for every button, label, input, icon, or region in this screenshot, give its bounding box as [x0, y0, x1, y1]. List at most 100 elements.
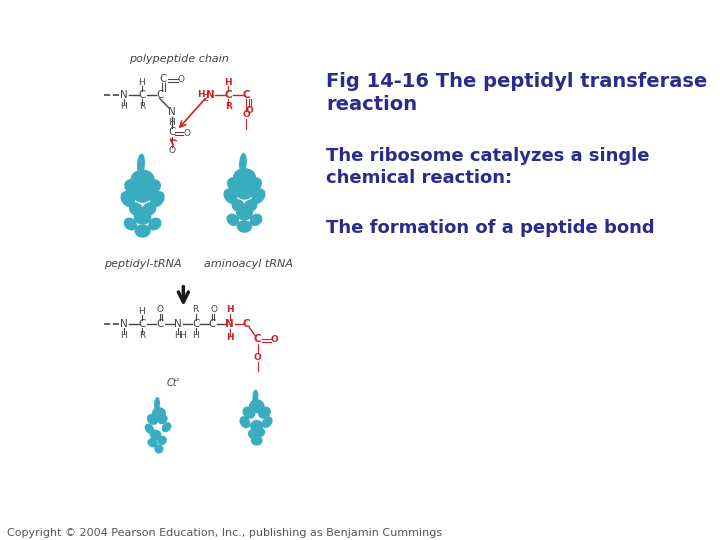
- Text: C: C: [192, 319, 199, 329]
- Ellipse shape: [145, 180, 161, 194]
- Text: H: H: [179, 331, 186, 340]
- Ellipse shape: [240, 417, 250, 428]
- Ellipse shape: [234, 168, 256, 186]
- Text: N: N: [168, 106, 176, 117]
- Text: H: H: [168, 118, 176, 127]
- Ellipse shape: [143, 203, 156, 215]
- Ellipse shape: [155, 445, 163, 453]
- Text: Ct': Ct': [166, 379, 179, 388]
- Ellipse shape: [121, 192, 135, 206]
- Ellipse shape: [252, 189, 265, 203]
- Text: O: O: [168, 146, 176, 155]
- Text: H: H: [226, 305, 233, 314]
- Text: C: C: [208, 319, 215, 329]
- Ellipse shape: [224, 189, 237, 203]
- Ellipse shape: [236, 184, 253, 199]
- Text: R: R: [139, 331, 145, 340]
- Text: H: H: [174, 331, 181, 340]
- Ellipse shape: [135, 225, 150, 237]
- Text: C: C: [156, 90, 163, 99]
- Ellipse shape: [125, 218, 136, 230]
- Ellipse shape: [228, 178, 243, 192]
- Text: Copyright © 2004 Pearson Education, Inc., publishing as Benjamin Cummings: Copyright © 2004 Pearson Education, Inc.…: [6, 528, 441, 538]
- Text: C: C: [168, 127, 176, 138]
- Ellipse shape: [130, 203, 143, 215]
- Ellipse shape: [135, 210, 150, 224]
- Text: 2: 2: [204, 94, 209, 103]
- Ellipse shape: [228, 214, 238, 225]
- Text: chemical reaction:: chemical reaction:: [326, 169, 512, 187]
- Ellipse shape: [149, 218, 161, 230]
- Text: O: O: [183, 129, 190, 138]
- Ellipse shape: [237, 207, 252, 220]
- Ellipse shape: [251, 436, 262, 445]
- Text: H: H: [120, 102, 127, 111]
- Ellipse shape: [163, 423, 171, 431]
- Ellipse shape: [131, 170, 154, 188]
- Text: O: O: [177, 75, 184, 84]
- Ellipse shape: [248, 430, 258, 438]
- Ellipse shape: [153, 408, 166, 418]
- Ellipse shape: [150, 430, 161, 440]
- Ellipse shape: [262, 417, 272, 427]
- Ellipse shape: [155, 398, 159, 410]
- Ellipse shape: [238, 221, 251, 232]
- Ellipse shape: [250, 400, 264, 413]
- Ellipse shape: [240, 153, 246, 172]
- Text: aminoacyl tRNA: aminoacyl tRNA: [204, 259, 293, 269]
- Ellipse shape: [245, 200, 257, 212]
- Ellipse shape: [125, 180, 140, 194]
- Text: C: C: [138, 90, 145, 99]
- Ellipse shape: [258, 407, 270, 418]
- Ellipse shape: [134, 186, 152, 202]
- Ellipse shape: [251, 421, 263, 432]
- Ellipse shape: [232, 200, 244, 212]
- Text: C: C: [243, 90, 250, 99]
- Text: R: R: [139, 102, 145, 111]
- Text: O: O: [242, 110, 250, 119]
- Text: N: N: [120, 319, 127, 329]
- Text: polypeptide chain: polypeptide chain: [130, 54, 229, 64]
- Text: N: N: [174, 319, 181, 329]
- Text: N: N: [120, 90, 127, 99]
- Ellipse shape: [148, 438, 157, 447]
- Text: O: O: [246, 106, 253, 115]
- Text: C: C: [138, 319, 145, 329]
- Text: C: C: [253, 334, 261, 343]
- Text: C: C: [159, 73, 166, 84]
- Text: C: C: [156, 319, 163, 329]
- Ellipse shape: [145, 424, 153, 433]
- Text: H: H: [197, 90, 204, 99]
- Text: H: H: [138, 307, 145, 316]
- Text: C: C: [225, 90, 232, 99]
- Text: The ribosome catalyzes a single: The ribosome catalyzes a single: [326, 147, 649, 165]
- Ellipse shape: [253, 390, 258, 403]
- Text: The formation of a peptide bond: The formation of a peptide bond: [326, 219, 654, 237]
- Text: O: O: [271, 335, 279, 344]
- Text: O: O: [253, 353, 261, 362]
- Text: peptidyl-tRNA: peptidyl-tRNA: [104, 259, 181, 269]
- Ellipse shape: [138, 154, 144, 174]
- Text: O: O: [156, 305, 163, 314]
- Text: H: H: [120, 331, 127, 340]
- Ellipse shape: [243, 407, 255, 418]
- Ellipse shape: [158, 415, 167, 423]
- Ellipse shape: [246, 178, 261, 192]
- Text: H: H: [138, 78, 145, 87]
- Text: N: N: [206, 90, 215, 99]
- Text: R: R: [192, 305, 199, 314]
- Text: Fig 14-16 The peptidyl transferase: Fig 14-16 The peptidyl transferase: [326, 72, 707, 91]
- Text: H: H: [226, 333, 233, 342]
- Text: H: H: [192, 331, 199, 340]
- Ellipse shape: [158, 436, 166, 444]
- Ellipse shape: [150, 192, 164, 206]
- Text: O: O: [210, 305, 217, 314]
- Text: H: H: [225, 78, 232, 87]
- Ellipse shape: [148, 415, 158, 424]
- Text: R: R: [225, 102, 232, 111]
- Ellipse shape: [256, 429, 264, 436]
- Text: C: C: [243, 319, 250, 329]
- Text: N: N: [225, 319, 234, 329]
- Ellipse shape: [251, 214, 262, 225]
- Text: reaction: reaction: [326, 94, 417, 113]
